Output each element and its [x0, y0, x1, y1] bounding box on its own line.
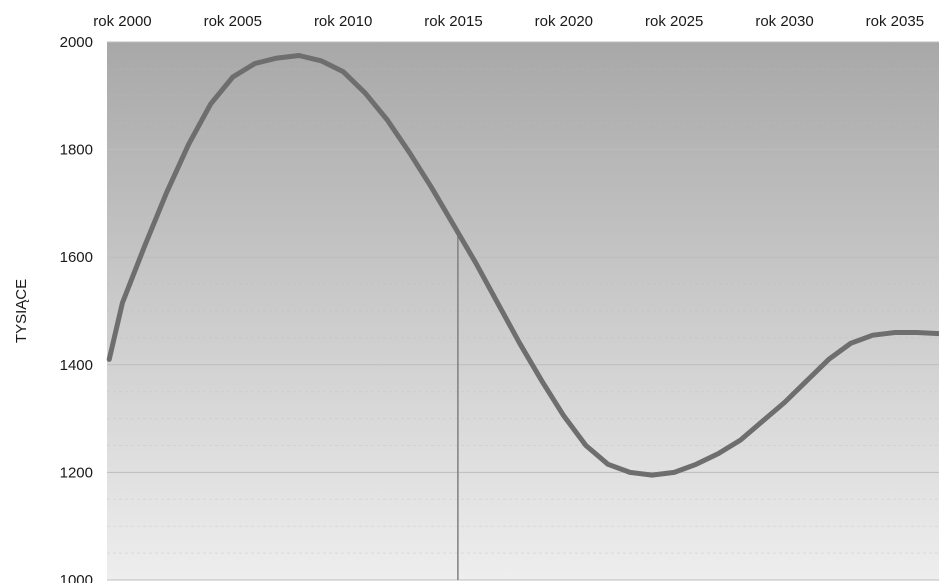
series-layer — [106, 53, 939, 478]
y-axis-title: TYSIĄCE — [13, 279, 30, 343]
series-line — [106, 53, 939, 478]
y-tick-label: 1600 — [60, 249, 93, 266]
y-tick-label: 1000 — [60, 572, 93, 583]
x-tick-label: rok 2020 — [535, 13, 593, 30]
x-tick-label: rok 2035 — [866, 13, 924, 30]
x-tick-label: rok 2015 — [424, 13, 482, 30]
y-tick-label: 1400 — [60, 357, 93, 374]
y-axis-ticks: 1000 1200 1400 1600 1800 2000 — [60, 34, 93, 583]
y-tick-label: 2000 — [60, 34, 93, 51]
x-tick-label: rok 2000 — [93, 13, 151, 30]
y-tick-label: 1200 — [60, 464, 93, 481]
plot-area — [107, 42, 939, 580]
x-axis-ticks: rok 2000 rok 2005 rok 2010 rok 2015 rok 2020… — [93, 13, 924, 30]
x-tick-label: rok 2030 — [755, 13, 813, 30]
x-tick-label: rok 2025 — [645, 13, 703, 30]
x-tick-label: rok 2005 — [204, 13, 262, 30]
gridlines — [107, 41, 939, 581]
x-tick-label: rok 2010 — [314, 13, 372, 30]
y-tick-label: 1800 — [60, 142, 93, 159]
